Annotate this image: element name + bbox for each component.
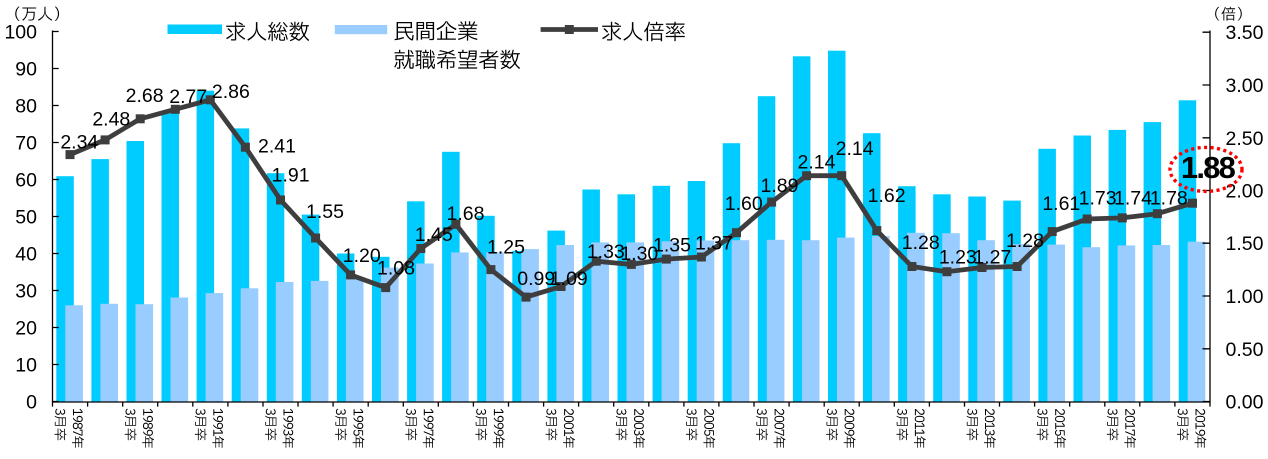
svg-text:2.41: 2.41 <box>258 135 296 157</box>
svg-text:60: 60 <box>15 170 37 192</box>
svg-text:1.28: 1.28 <box>1006 230 1044 252</box>
svg-text:1.08: 1.08 <box>377 258 415 280</box>
svg-text:1.23: 1.23 <box>939 247 977 269</box>
svg-text:1.62: 1.62 <box>868 185 906 207</box>
svg-text:20: 20 <box>15 318 37 340</box>
svg-text:1.33: 1.33 <box>587 241 625 263</box>
svg-text:3.00: 3.00 <box>1226 75 1264 97</box>
svg-text:1.60: 1.60 <box>725 193 763 215</box>
svg-text:1.30: 1.30 <box>620 243 658 265</box>
svg-text:2.77: 2.77 <box>169 86 207 108</box>
svg-text:30: 30 <box>15 281 37 303</box>
svg-text:40: 40 <box>15 244 37 266</box>
svg-text:2.34: 2.34 <box>60 131 98 153</box>
svg-text:2.50: 2.50 <box>1226 128 1264 150</box>
svg-text:1.89: 1.89 <box>761 175 799 197</box>
svg-text:2.86: 2.86 <box>212 81 250 103</box>
svg-text:1.27: 1.27 <box>973 247 1011 269</box>
svg-text:0.00: 0.00 <box>1226 392 1264 414</box>
svg-text:0: 0 <box>26 392 37 414</box>
svg-text:1.74: 1.74 <box>1114 187 1152 209</box>
svg-text:1.09: 1.09 <box>550 268 588 290</box>
svg-text:10: 10 <box>15 355 37 377</box>
svg-text:1.20: 1.20 <box>343 245 381 267</box>
svg-text:3.50: 3.50 <box>1226 22 1264 44</box>
svg-text:2.00: 2.00 <box>1226 181 1264 203</box>
svg-text:0.50: 0.50 <box>1226 339 1264 361</box>
svg-text:1.91: 1.91 <box>272 165 310 187</box>
svg-text:2.48: 2.48 <box>92 109 130 131</box>
svg-text:1.35: 1.35 <box>653 235 691 257</box>
svg-text:0.99: 0.99 <box>517 268 555 290</box>
svg-text:1.25: 1.25 <box>487 237 525 259</box>
svg-text:2.14: 2.14 <box>798 152 836 174</box>
svg-text:1.55: 1.55 <box>306 201 344 223</box>
svg-text:100: 100 <box>4 22 37 44</box>
svg-text:1.78: 1.78 <box>1150 187 1188 209</box>
svg-text:2.14: 2.14 <box>836 138 874 160</box>
svg-text:1.61: 1.61 <box>1042 193 1080 215</box>
svg-text:80: 80 <box>15 96 37 118</box>
svg-text:90: 90 <box>15 59 37 81</box>
svg-text:1.73: 1.73 <box>1079 187 1117 209</box>
svg-text:1.00: 1.00 <box>1226 286 1264 308</box>
svg-text:1.50: 1.50 <box>1226 233 1264 255</box>
svg-text:1.88: 1.88 <box>1181 150 1236 185</box>
svg-text:1.68: 1.68 <box>447 203 485 225</box>
svg-text:70: 70 <box>15 133 37 155</box>
svg-text:50: 50 <box>15 207 37 229</box>
svg-text:2.68: 2.68 <box>126 85 164 107</box>
svg-text:1.37: 1.37 <box>695 232 733 254</box>
svg-text:1.45: 1.45 <box>415 224 453 246</box>
svg-text:1.28: 1.28 <box>902 232 940 254</box>
